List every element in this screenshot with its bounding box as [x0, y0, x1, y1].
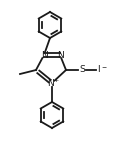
Text: +: +	[53, 77, 59, 83]
Text: N: N	[57, 50, 63, 59]
Text: N: N	[41, 50, 47, 59]
Text: −: −	[101, 65, 106, 69]
Text: S: S	[79, 66, 85, 75]
Text: I: I	[97, 66, 100, 75]
Text: N: N	[48, 78, 54, 87]
